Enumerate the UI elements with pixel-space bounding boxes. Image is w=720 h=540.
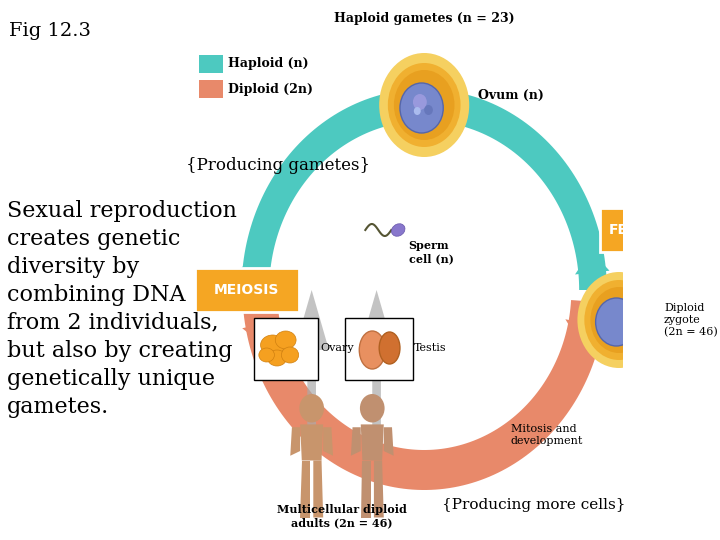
Circle shape — [379, 53, 469, 157]
Polygon shape — [565, 319, 606, 347]
Circle shape — [414, 107, 420, 115]
Text: {Producing gametes}: {Producing gametes} — [186, 157, 370, 173]
Text: Ovum (n): Ovum (n) — [478, 89, 544, 102]
Ellipse shape — [268, 350, 287, 366]
Ellipse shape — [392, 224, 405, 237]
Circle shape — [595, 298, 637, 346]
Text: Haploid gametes (n = 23): Haploid gametes (n = 23) — [334, 12, 515, 25]
Text: FERTILIZATION: FERTILIZATION — [608, 223, 720, 237]
Ellipse shape — [259, 348, 274, 362]
Text: Diploid (2n): Diploid (2n) — [228, 83, 312, 96]
Polygon shape — [361, 424, 384, 461]
Polygon shape — [290, 427, 300, 456]
Polygon shape — [323, 427, 333, 456]
Circle shape — [585, 280, 654, 360]
Polygon shape — [242, 319, 283, 347]
FancyBboxPatch shape — [195, 268, 299, 312]
Polygon shape — [359, 290, 394, 430]
Ellipse shape — [359, 331, 385, 369]
Polygon shape — [351, 427, 361, 456]
Circle shape — [388, 63, 461, 147]
Circle shape — [590, 287, 647, 353]
Ellipse shape — [261, 335, 285, 355]
FancyBboxPatch shape — [600, 208, 720, 252]
Text: MEIOSIS: MEIOSIS — [214, 283, 279, 297]
Polygon shape — [361, 461, 371, 517]
Polygon shape — [241, 89, 607, 290]
Ellipse shape — [379, 332, 400, 364]
FancyBboxPatch shape — [253, 318, 318, 380]
Text: Multicellular diploid
adults (2n = 46): Multicellular diploid adults (2n = 46) — [277, 504, 407, 528]
Circle shape — [413, 94, 427, 110]
Text: Sexual reproduction
creates genetic
diversity by
combining DNA
from 2 individual: Sexual reproduction creates genetic dive… — [7, 200, 237, 417]
Polygon shape — [243, 300, 606, 490]
Circle shape — [300, 394, 324, 422]
Polygon shape — [239, 251, 274, 274]
Polygon shape — [313, 461, 323, 517]
Circle shape — [424, 105, 433, 115]
Circle shape — [360, 394, 384, 422]
Polygon shape — [384, 427, 394, 456]
Ellipse shape — [282, 347, 299, 363]
FancyBboxPatch shape — [345, 318, 413, 380]
Polygon shape — [300, 461, 310, 517]
FancyBboxPatch shape — [199, 55, 223, 73]
Text: Sperm
cell (n): Sperm cell (n) — [409, 240, 454, 264]
Polygon shape — [294, 290, 329, 430]
Polygon shape — [575, 251, 610, 274]
Circle shape — [394, 70, 454, 140]
Text: Testis: Testis — [414, 343, 446, 353]
Text: Ovary: Ovary — [320, 343, 354, 353]
Circle shape — [400, 83, 444, 133]
Text: Fig 12.3: Fig 12.3 — [9, 22, 91, 40]
Ellipse shape — [275, 331, 296, 349]
Circle shape — [577, 272, 660, 368]
FancyBboxPatch shape — [199, 80, 223, 98]
Text: Mitosis and
development: Mitosis and development — [510, 424, 583, 446]
Polygon shape — [374, 461, 384, 517]
Text: {Producing more cells}: {Producing more cells} — [441, 498, 625, 512]
Text: Diploid
zygote
(2n = 46): Diploid zygote (2n = 46) — [664, 303, 718, 337]
Polygon shape — [300, 424, 323, 461]
Text: Haploid (n): Haploid (n) — [228, 57, 308, 71]
